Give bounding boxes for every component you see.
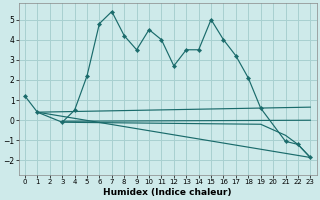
X-axis label: Humidex (Indice chaleur): Humidex (Indice chaleur)	[103, 188, 232, 197]
